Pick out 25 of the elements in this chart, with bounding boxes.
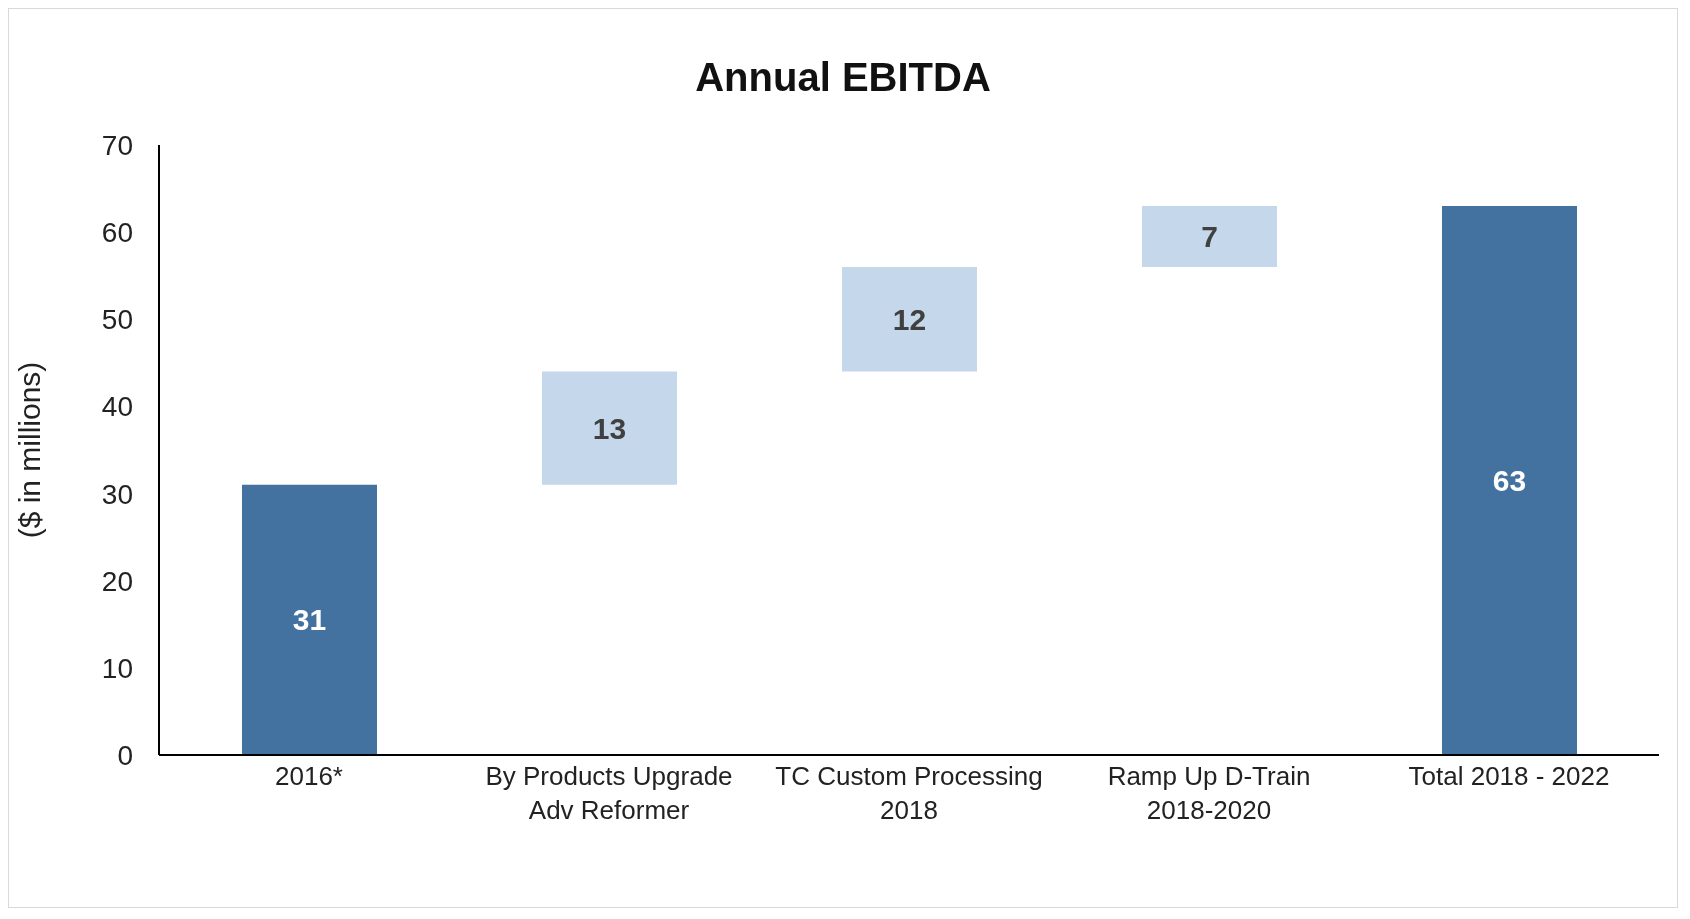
y-tick-label: 10 — [101, 652, 133, 684]
bar — [242, 484, 377, 755]
bar — [1142, 206, 1277, 267]
chart-title: Annual EBITDA — [694, 55, 992, 101]
bar — [542, 371, 677, 485]
x-tick-label: TC Custom Processing 2018 — [775, 761, 1043, 825]
data-label: 12 — [892, 302, 927, 336]
y-tick-label: 40 — [101, 391, 133, 423]
data-label: 63 — [1492, 464, 1527, 497]
data-label: 13 — [592, 411, 627, 445]
data-label: 31 — [292, 603, 327, 637]
bar — [1442, 206, 1577, 755]
y-tick-label: 50 — [101, 304, 133, 336]
x-tick-label: 2016* — [275, 761, 343, 791]
y-tick-label: 70 — [101, 129, 133, 161]
x-tick-label: Ramp Up D-Train 2018-2020 — [1107, 761, 1311, 825]
y-tick-label: 0 — [117, 739, 133, 771]
x-tick-label: By Products Upgrade Adv Reformer — [485, 761, 733, 825]
x-tick-label: Total 2018 - 2022 — [1408, 761, 1610, 791]
y-tick-label: 30 — [101, 478, 133, 510]
y-axis-title: ($ in millions) — [12, 361, 46, 539]
y-tick-label: 60 — [101, 217, 133, 249]
y-tick-label: 20 — [101, 565, 133, 597]
data-label: 7 — [1201, 220, 1218, 253]
bar — [842, 267, 977, 372]
